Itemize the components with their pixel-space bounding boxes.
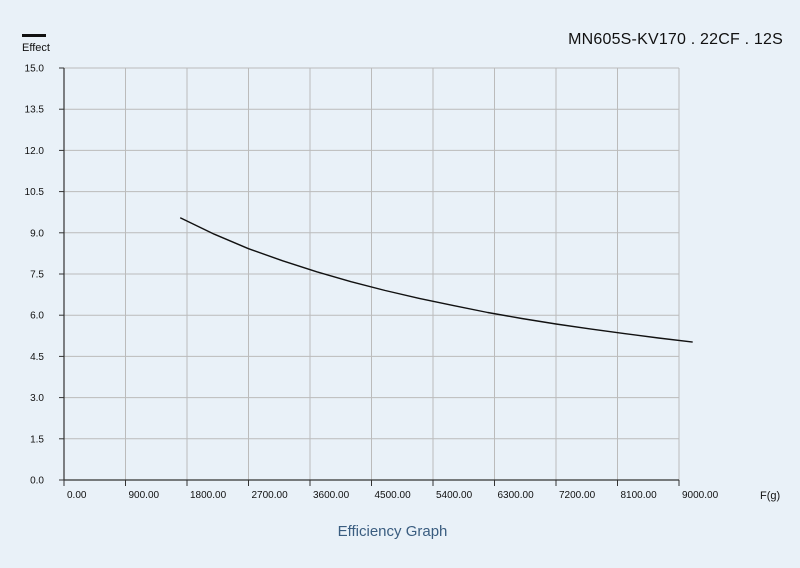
y-tick-label: 10.5 — [25, 187, 45, 198]
x-tick-label: 6300.00 — [498, 490, 535, 501]
y-tick-label: 13.5 — [25, 105, 45, 116]
x-tick-label: 3600.00 — [313, 490, 350, 501]
y-tick-label: 3.0 — [30, 393, 44, 404]
x-tick-label: 2700.00 — [252, 490, 289, 501]
x-tick-label: 0.00 — [67, 490, 87, 501]
x-tick-label: 7200.00 — [559, 490, 596, 501]
y-tick-label: 1.5 — [30, 434, 44, 445]
chart-title: MN605S-KV170 . 22CF . 12S — [568, 31, 783, 48]
y-tick-label: 7.5 — [30, 270, 44, 281]
y-tick-label: 4.5 — [30, 352, 44, 363]
x-tick-label: 900.00 — [129, 490, 160, 501]
x-tick-label: 9000.00 — [682, 490, 719, 501]
y-tick-label: 15.0 — [25, 64, 45, 75]
x-axis-label: F(g) — [760, 490, 780, 502]
axis-layer — [59, 67, 680, 486]
y-tick-label: 6.0 — [30, 311, 44, 322]
y-axis-label: Effect — [22, 42, 50, 54]
series-layer — [179, 217, 693, 343]
legend-swatch — [22, 34, 46, 37]
y-tick-label: 12.0 — [25, 146, 45, 157]
label-layer: 0.00 900.00 1800.00 2700.00 3600.00 4500.00 54… — [25, 64, 719, 502]
chart-caption: Efficiency Graph — [337, 523, 448, 540]
x-tick-label: 8100.00 — [621, 490, 658, 501]
x-tick-label: 1800.00 — [190, 490, 227, 501]
y-tick-label: 9.0 — [30, 228, 44, 239]
x-tick-label: 5400.00 — [436, 490, 473, 501]
y-tick-label: 0.0 — [30, 476, 44, 487]
x-tick-label: 4500.00 — [375, 490, 412, 501]
series-line — [179, 217, 693, 343]
